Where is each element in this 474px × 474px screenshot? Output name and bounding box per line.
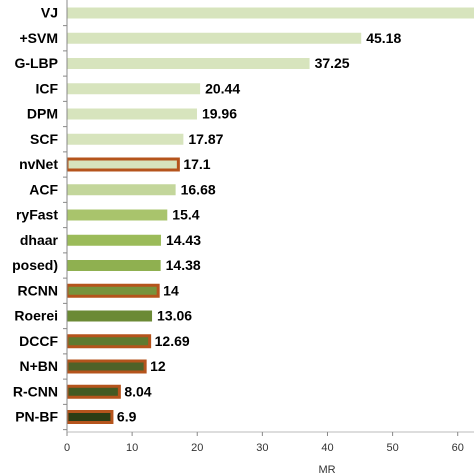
value-label: 14.43: [166, 232, 201, 248]
bar: [67, 334, 152, 349]
value-label: 17.87: [188, 131, 223, 147]
value-label: 16.68: [181, 181, 216, 197]
y-tick-label: nvNet: [19, 156, 58, 172]
bar: [67, 157, 180, 172]
x-tick-label: 20: [191, 442, 203, 454]
value-label: 14.38: [166, 257, 201, 273]
value-label: 12: [150, 358, 166, 374]
y-tick-label: posed): [12, 257, 58, 273]
value-label: 17.1: [183, 156, 210, 172]
bar: [67, 58, 310, 69]
y-tick-label: DCCF: [19, 333, 58, 349]
y-tick-label: N+BN: [19, 358, 58, 374]
x-tick-label: 0: [64, 442, 70, 454]
value-label: 6.9: [117, 409, 137, 425]
y-tick-label: dhaar: [20, 232, 59, 248]
bar: [67, 32, 362, 44]
bar: [67, 133, 184, 145]
bar: [67, 209, 168, 221]
y-tick-label: G-LBP: [14, 55, 58, 71]
plot-area: [67, 7, 474, 424]
bar: [67, 234, 161, 246]
bar: [67, 384, 121, 399]
x-tick-label: 50: [386, 442, 398, 454]
bar: [67, 283, 160, 298]
y-tick-label: SCF: [30, 131, 58, 147]
y-tick-label: ICF: [35, 80, 58, 96]
bar: [67, 184, 176, 196]
y-tick-label: Roerei: [14, 308, 58, 324]
x-tick-label: 40: [321, 442, 333, 454]
value-label: 12.69: [155, 333, 190, 349]
bar: [67, 260, 161, 271]
y-tick-label: VJ: [41, 5, 58, 21]
bar: [67, 108, 197, 120]
y-tick-label: PN-BF: [15, 409, 58, 425]
value-label: 8.04: [124, 383, 151, 399]
value-label: 13.06: [157, 308, 192, 324]
y-tick-label: R-CNN: [13, 383, 58, 399]
bar: [67, 410, 114, 424]
bar: [67, 83, 201, 95]
bar: [67, 7, 474, 19]
y-tick-label: DPM: [27, 106, 58, 122]
y-tick-label: +SVM: [19, 30, 58, 46]
value-label: 15.4: [172, 207, 199, 223]
y-tick-label: RCNN: [18, 282, 58, 298]
value-label: 19.96: [202, 106, 237, 122]
value-label: 37.25: [315, 55, 350, 71]
x-tick-label: 60: [452, 442, 464, 454]
x-tick-label: 10: [126, 442, 138, 454]
value-label: 14: [163, 282, 179, 298]
x-tick-label: 30: [256, 442, 268, 454]
bar: [67, 359, 147, 374]
bar: [67, 310, 153, 322]
value-label: 20.44: [205, 80, 240, 96]
y-tick-label: ACF: [29, 181, 58, 197]
y-tick-label: ryFast: [16, 207, 58, 223]
x-axis-label: MR: [318, 464, 335, 474]
value-label: 45.18: [366, 30, 401, 46]
